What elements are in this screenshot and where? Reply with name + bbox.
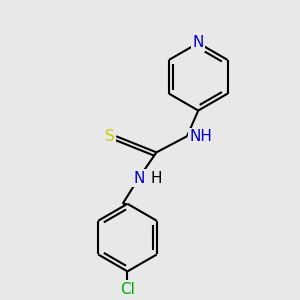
Text: H: H [151, 171, 162, 186]
Text: S: S [105, 129, 115, 144]
Text: N: N [133, 171, 144, 186]
Text: NH: NH [190, 129, 212, 144]
Text: N: N [193, 35, 204, 50]
Text: Cl: Cl [120, 282, 135, 297]
